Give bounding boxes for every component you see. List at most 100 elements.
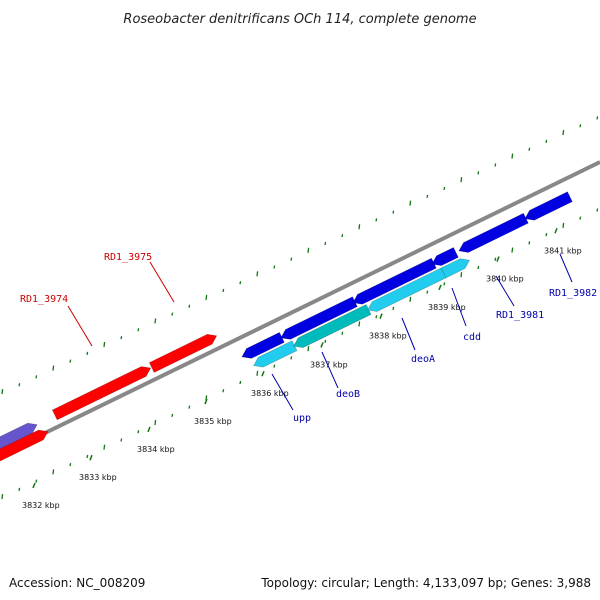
gene-label-forward: RD1_3974 <box>20 294 68 305</box>
map-title: Roseobacter denitrificans OCh 114, compl… <box>123 12 476 27</box>
scale-label: 3837 kbp <box>310 360 348 369</box>
scale-tick <box>32 482 36 489</box>
gc-tick <box>35 375 38 379</box>
gc-tick <box>256 370 259 376</box>
gene-label-reverse: deoA <box>411 354 435 365</box>
gc-tick <box>443 186 446 191</box>
gc-tick <box>137 328 140 332</box>
scale-label: 3832 kbp <box>22 501 60 510</box>
scale-label: 3841 kbp <box>544 246 582 255</box>
label-leader <box>321 351 339 389</box>
gc-tick <box>375 315 378 319</box>
gc-tick <box>341 331 344 335</box>
scale-tick <box>204 398 208 405</box>
gc-tick <box>375 218 378 222</box>
scale-label: 3838 kbp <box>369 332 407 341</box>
gene-reverse <box>431 247 459 266</box>
gc-tick <box>120 336 123 340</box>
gc-tick <box>579 124 582 128</box>
gc-tick <box>18 383 21 387</box>
gc-tick <box>171 413 174 417</box>
label-leader <box>401 317 416 351</box>
gene-label-reverse: deoB <box>336 389 360 400</box>
scale-label: 3834 kbp <box>137 445 175 454</box>
gc-tick <box>307 247 310 253</box>
gc-tick <box>290 257 293 261</box>
gc-tick <box>239 281 242 285</box>
gc-tick <box>86 351 89 355</box>
gc-tick <box>528 241 531 245</box>
gc-tick <box>528 147 531 151</box>
gc-tick <box>426 290 429 294</box>
scale-tick <box>320 342 324 348</box>
gc-tick <box>86 454 89 459</box>
accession-text: Accession: NC_008209 <box>9 576 146 590</box>
label-leader <box>149 261 175 303</box>
gc-tick <box>460 272 463 278</box>
gc-tick <box>545 232 548 237</box>
gc-tick <box>392 210 395 214</box>
gc-tick <box>273 364 276 368</box>
gc-tick <box>494 163 497 167</box>
gc-tick <box>222 389 225 393</box>
gc-tick <box>222 288 225 293</box>
gc-tick <box>273 265 276 269</box>
gene-reverse <box>458 212 529 253</box>
position-scale: 3832 kbp 3833 kbp 3834 kbp 3835 kbp 3836 kbp… <box>22 227 582 510</box>
gene-label-reverse: cdd <box>463 332 481 343</box>
label-leader <box>495 275 515 307</box>
gc-tick <box>324 339 327 344</box>
gc-tick <box>137 430 140 434</box>
genome-backbone <box>0 160 600 457</box>
label-leader <box>559 253 573 283</box>
gc-tick <box>443 282 446 286</box>
gc-tick <box>307 346 310 352</box>
label-leader <box>451 287 467 327</box>
scale-label: 3840 kbp <box>486 275 524 284</box>
gc-tick <box>1 493 4 500</box>
gc-tick <box>477 265 480 270</box>
scale-tick <box>147 426 151 433</box>
inner-gc-track <box>1 208 599 500</box>
gene-label-reverse: RD1_3981 <box>496 310 544 321</box>
gc-tick <box>35 479 38 483</box>
gc-tick <box>52 365 55 371</box>
gc-tick <box>494 257 497 261</box>
gc-tick <box>426 194 429 198</box>
gc-tick <box>511 153 514 159</box>
gc-tick <box>358 321 361 327</box>
gene-label-reverse: RD1_3982 <box>549 288 597 299</box>
gene-label-reverse: upp <box>293 413 311 424</box>
gc-tick <box>579 216 582 220</box>
gc-tick <box>545 139 548 144</box>
gc-tick <box>69 463 72 467</box>
label-leader <box>271 373 294 411</box>
scale-tick <box>379 313 383 319</box>
gene-forward <box>51 366 152 421</box>
label-leader <box>67 305 93 347</box>
gc-tick <box>103 444 106 450</box>
gc-tick <box>392 306 395 311</box>
gc-tick <box>52 469 55 475</box>
gene-forward <box>0 429 49 462</box>
gene-forward <box>148 333 218 373</box>
gc-tick <box>409 200 412 206</box>
gc-tick <box>596 116 599 120</box>
gc-tick <box>341 233 344 238</box>
scale-label: 3835 kbp <box>194 417 232 426</box>
gc-tick <box>171 312 174 316</box>
gc-tick <box>239 380 242 385</box>
gc-tick <box>69 359 72 363</box>
gc-tick <box>18 487 21 491</box>
gc-tick <box>324 241 327 246</box>
gc-tick <box>154 420 157 426</box>
gc-tick <box>596 208 599 212</box>
gc-tick <box>511 247 514 253</box>
gc-tick <box>562 222 565 228</box>
gene-label-forward: RD1_3975 <box>104 252 152 263</box>
scale-tick <box>554 227 558 234</box>
scale-tick <box>496 256 500 262</box>
gc-tick <box>562 130 565 136</box>
